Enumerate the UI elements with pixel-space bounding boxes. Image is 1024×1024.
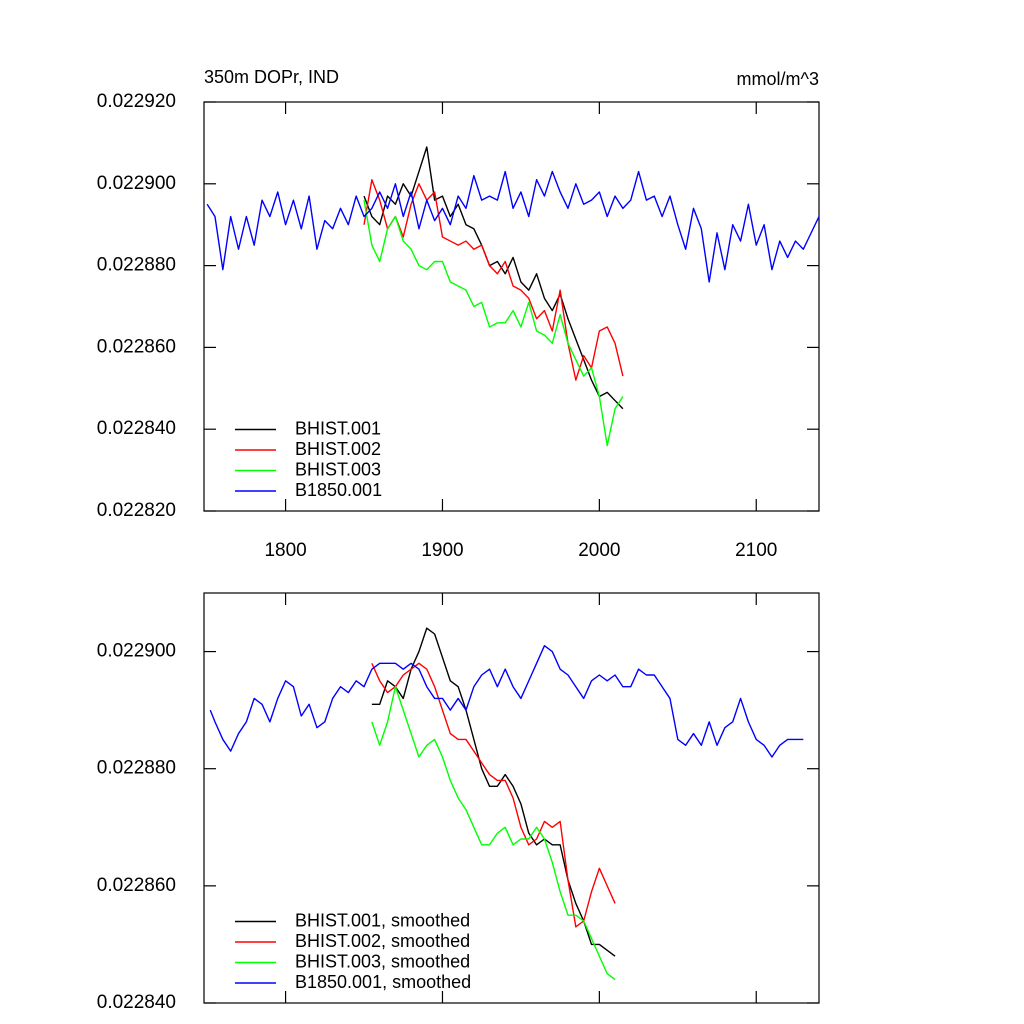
x-tick-label: 1800 xyxy=(264,540,306,561)
y-tick-label: 0.022900 xyxy=(97,173,176,194)
legend-label: BHIST.003, smoothed xyxy=(295,951,470,971)
y-tick-label: 0.022860 xyxy=(97,336,176,357)
series-line xyxy=(363,179,624,381)
series-line xyxy=(371,686,616,981)
y-tick-label: 0.022880 xyxy=(97,758,176,779)
y-tick-label: 0.022900 xyxy=(97,641,176,662)
series-line xyxy=(363,146,624,410)
legend-label: BHIST.001, smoothed xyxy=(295,910,470,930)
legend-label: BHIST.002 xyxy=(295,439,381,459)
series-line xyxy=(371,627,616,957)
legend-label: B1850.001, smoothed xyxy=(295,972,471,992)
legend-label: BHIST.003 xyxy=(295,459,381,479)
y-tick-label: 0.022820 xyxy=(97,500,176,521)
series-line xyxy=(209,645,804,758)
x-tick-label: 2100 xyxy=(735,540,777,561)
series-line xyxy=(206,170,820,283)
y-tick-label: 0.022880 xyxy=(97,255,176,276)
legend-label: BHIST.001 xyxy=(295,418,381,438)
y-tick-label: 0.022840 xyxy=(97,418,176,439)
plot-frame xyxy=(203,101,820,512)
y-tick-label: 0.022860 xyxy=(97,875,176,896)
y-tick-label: 0.022840 xyxy=(97,992,176,1013)
y-tick-label: 0.022920 xyxy=(97,91,176,112)
legend-label: B1850.001 xyxy=(295,480,382,500)
x-tick-label: 1900 xyxy=(421,540,463,561)
legend-label: BHIST.002, smoothed xyxy=(295,931,470,951)
series-line xyxy=(363,200,624,447)
x-tick-label: 2000 xyxy=(578,540,620,561)
chart-title: 350m DOPr, IND xyxy=(204,67,339,87)
series-line xyxy=(371,662,616,928)
plot-frame xyxy=(203,592,820,1004)
units-label: mmol/m^3 xyxy=(737,69,819,89)
